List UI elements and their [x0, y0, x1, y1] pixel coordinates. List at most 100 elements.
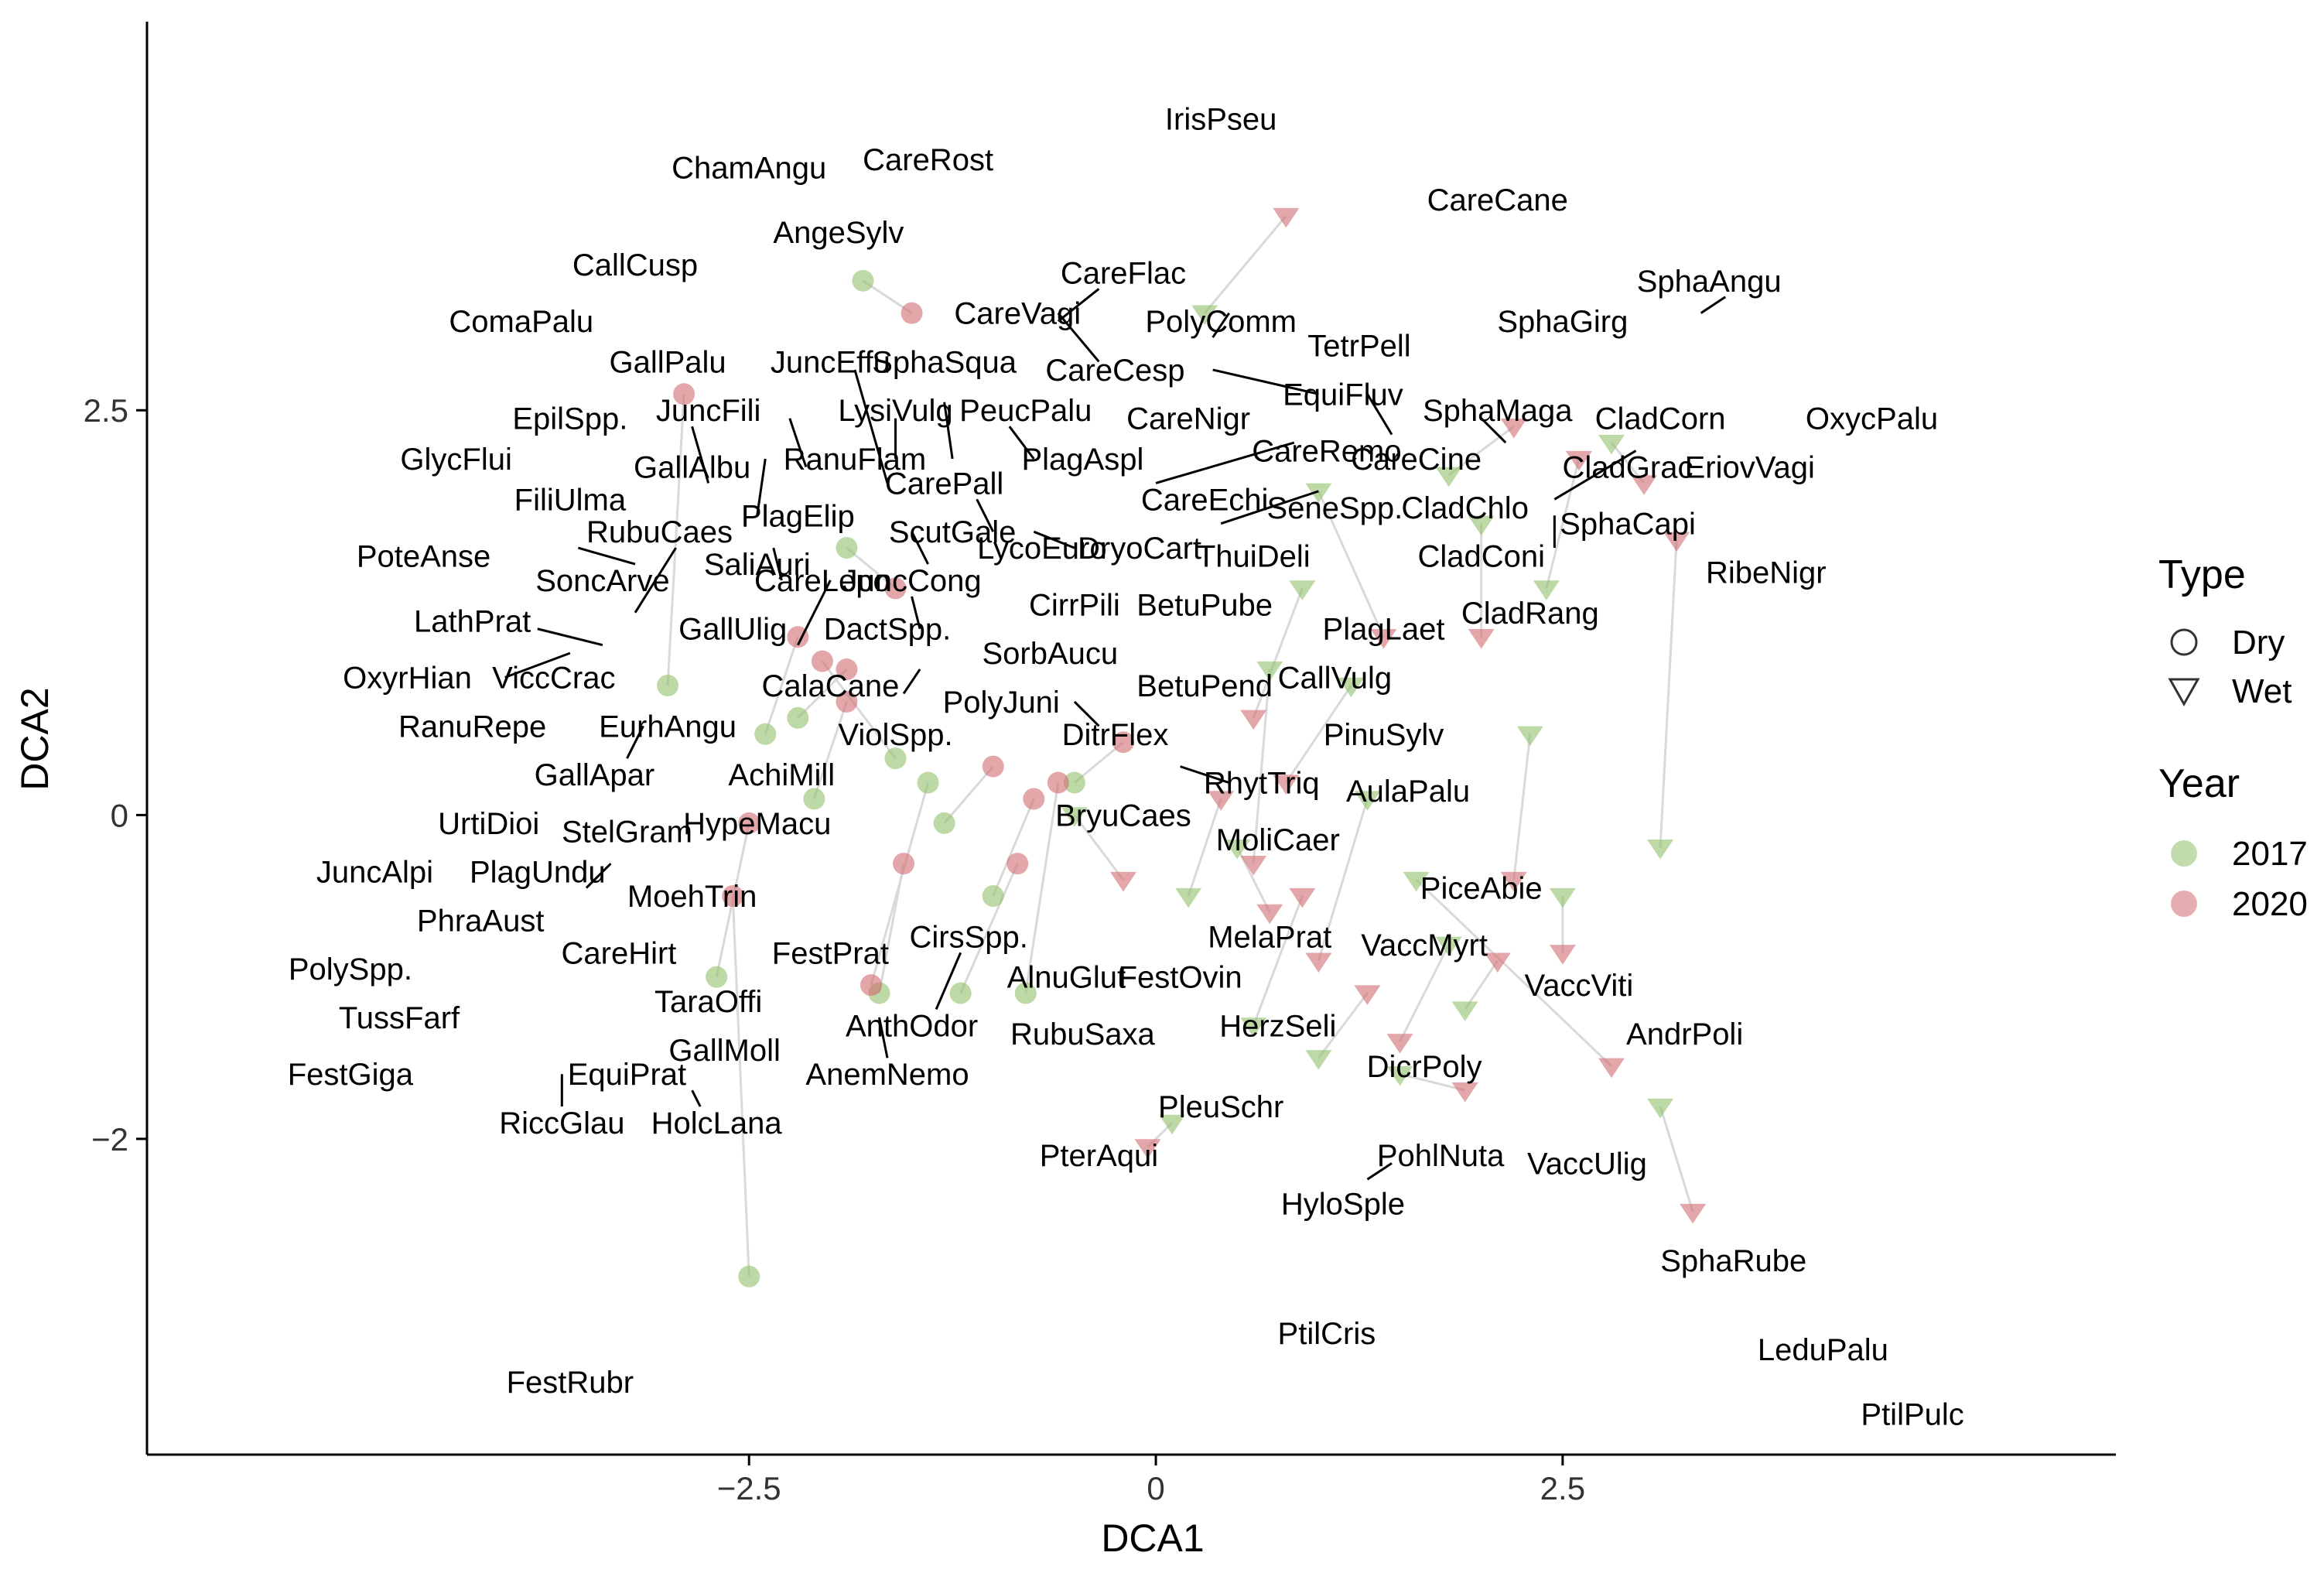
- site-point-2017: [836, 537, 858, 559]
- label-leader: [935, 952, 962, 1010]
- species-label: VaccMyrt: [1361, 928, 1488, 963]
- species-label: IrisPseu: [1165, 103, 1277, 137]
- species-label: PleuSchr: [1158, 1090, 1283, 1124]
- site-point-2017: [1647, 1098, 1674, 1119]
- site-point-2017: [657, 674, 679, 696]
- site-point-2020: [1289, 887, 1316, 908]
- site-point-2020: [1663, 532, 1690, 552]
- legend-2017-symbol: [2171, 840, 2197, 867]
- species-label: CirsSpp.: [909, 920, 1027, 954]
- site-point-2020: [1631, 475, 1658, 495]
- legend-wet-symbol: [2168, 678, 2200, 707]
- y-tick-label: −2: [91, 1121, 128, 1158]
- site-point-2017: [1338, 677, 1365, 698]
- species-label: PlagUndu: [470, 856, 606, 890]
- site-point-2020: [1549, 945, 1576, 965]
- species-label: PlagAspl: [1021, 443, 1143, 477]
- species-label: CirrPili: [1029, 588, 1120, 622]
- site-connector: [764, 636, 799, 735]
- species-label: SphaCapi: [1560, 508, 1696, 542]
- species-label: PtilPulc: [1861, 1398, 1963, 1432]
- species-label: EriovVagi: [1685, 450, 1815, 484]
- site-point-2017: [1305, 483, 1332, 504]
- site-point-2020: [1598, 1058, 1625, 1079]
- site-point-2020: [982, 755, 1004, 778]
- site-point-2020: [1112, 731, 1134, 754]
- species-label: HypeMacu: [683, 807, 831, 841]
- label-leader: [878, 1017, 889, 1058]
- label-leader: [911, 596, 921, 630]
- label-leader: [1073, 700, 1100, 727]
- species-label: VaccUlig: [1527, 1147, 1647, 1181]
- species-label: AchiMill: [728, 758, 835, 792]
- species-label: JuncEffu: [771, 345, 890, 379]
- site-point-2017: [933, 812, 955, 834]
- site-connector: [1187, 798, 1222, 897]
- y-tick-label: 0: [111, 797, 128, 833]
- species-label: SaliAuri: [704, 548, 811, 582]
- site-points: [657, 207, 1707, 1287]
- species-label: SorbAucu: [982, 637, 1118, 671]
- site-point-2020: [1484, 952, 1511, 973]
- site-point-2020: [1680, 1203, 1707, 1224]
- species-label: CladGrac: [1563, 450, 1693, 484]
- species-label: RanuFlam: [784, 443, 927, 477]
- site-point-2017: [1224, 840, 1251, 860]
- species-label: CareCane: [1427, 183, 1568, 217]
- site-point-2020: [901, 302, 923, 324]
- site-point-2017: [1403, 871, 1430, 892]
- site-point-2020: [811, 650, 833, 672]
- species-label: CladConi: [1417, 540, 1545, 574]
- species-label: HolcLana: [651, 1106, 783, 1140]
- site-connector: [666, 394, 685, 686]
- species-label: CladChlo: [1401, 491, 1529, 525]
- site-point-2020: [1468, 629, 1495, 649]
- species-labels: IrisPseu CareRost ChamAngu CareCane AngeSylv…: [288, 103, 1964, 1432]
- species-label: MoehTrin: [627, 880, 757, 914]
- site-point-2020: [1256, 904, 1283, 925]
- species-label: EquiFluv: [1283, 378, 1403, 412]
- label-leader: [691, 426, 710, 484]
- species-label: SphaAngu: [1637, 265, 1782, 299]
- species-label: GallUlig: [678, 613, 787, 647]
- site-point-2020: [860, 974, 882, 997]
- site-connector: [1400, 1072, 1466, 1092]
- species-label: CareVagi: [954, 297, 1081, 331]
- x-tick-label: 0: [1147, 1470, 1164, 1506]
- species-label: PolySpp.: [289, 952, 412, 987]
- species-label: GallApar: [535, 758, 655, 792]
- label-leader: [1008, 426, 1035, 460]
- species-label: DactSpp.: [824, 613, 952, 647]
- species-label: CladCorn: [1595, 402, 1726, 436]
- site-point-2017: [803, 788, 825, 810]
- site-connector: [1317, 798, 1369, 962]
- site-point-2017: [1516, 726, 1543, 747]
- species-label: CareCine: [1351, 443, 1482, 477]
- site-point-2017: [706, 966, 728, 988]
- site-point-2017: [1435, 467, 1462, 487]
- site-point-2020: [1354, 985, 1381, 1005]
- site-point-2017: [1598, 434, 1625, 455]
- species-label: TaraOffi: [654, 985, 762, 1019]
- legend-dry-label: Dry: [2232, 624, 2285, 662]
- species-label: BryuCaes: [1055, 798, 1191, 833]
- site-point-2020: [1109, 871, 1136, 892]
- site-connector: [1545, 458, 1581, 589]
- label-leader: [1480, 417, 1507, 444]
- site-connector: [1203, 215, 1287, 314]
- site-connector: [959, 863, 1019, 994]
- site-point-2017: [949, 982, 972, 1004]
- species-label: PlagLaet: [1323, 613, 1445, 647]
- site-point-2020: [893, 853, 915, 875]
- site-point-2020: [787, 626, 809, 648]
- species-label: AulaPalu: [1346, 775, 1470, 809]
- species-label: VaccViti: [1525, 969, 1634, 1003]
- site-point-2017: [787, 706, 809, 729]
- label-leader: [585, 863, 612, 889]
- site-point-2020: [1273, 775, 1300, 795]
- legend-dry-symbol: [2170, 628, 2198, 656]
- site-point-2020: [1208, 791, 1235, 811]
- label-leader: [772, 547, 783, 581]
- species-label: PterAqui: [1040, 1139, 1158, 1173]
- species-label: FestOvin: [1119, 961, 1242, 995]
